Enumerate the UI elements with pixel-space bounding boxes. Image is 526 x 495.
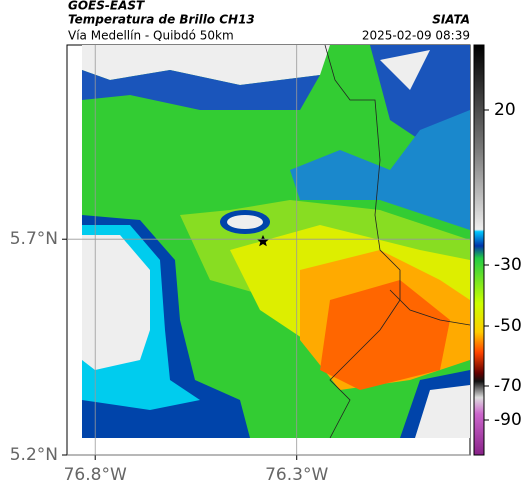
colorbar-tick-label: -70 (494, 376, 522, 396)
colorbar-tick-label: 20 (494, 100, 516, 120)
colorbar-tick-label: -90 (494, 410, 522, 430)
colorbar-tick-label: -50 (494, 316, 522, 336)
x-tick-label: 76.3°W (265, 465, 328, 485)
colorbar (473, 44, 485, 456)
location-marker (257, 235, 269, 247)
timestamp: 2025-02-09 08:39 (362, 29, 470, 43)
satellite-image (82, 45, 470, 438)
y-tick-label: 5.7°N (10, 229, 58, 249)
colorbar-tick-label: -30 (494, 255, 522, 275)
source: GOES-EAST (68, 0, 145, 13)
agency: SIATA (432, 13, 470, 27)
y-tick-label: 5.2°N (10, 445, 58, 465)
x-tick-label: 76.8°W (64, 465, 127, 485)
product: Temperatura de Brillo CH13 (68, 13, 255, 27)
route: Vía Medellín - Quibdó 50km (68, 29, 234, 43)
